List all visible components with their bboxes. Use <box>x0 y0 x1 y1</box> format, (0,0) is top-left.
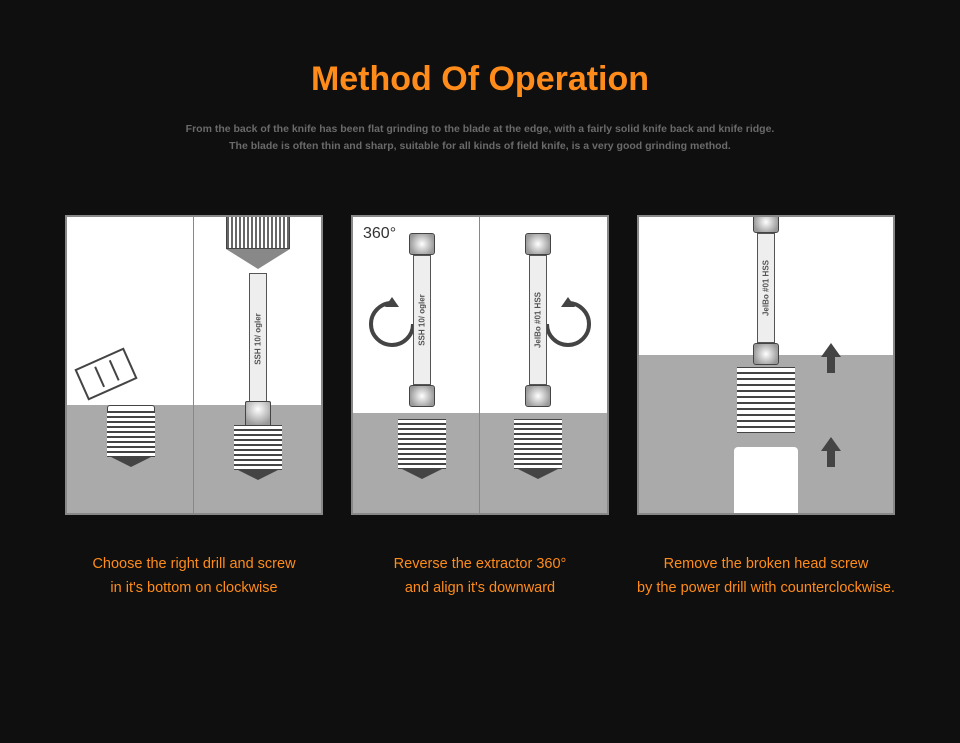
step-2-caption-line1: Reverse the extractor 360° <box>394 556 567 572</box>
drill-tip-icon <box>245 401 271 427</box>
shaft-marking-l: SSH 10/ ogler <box>417 294 426 346</box>
step-3-caption-line1: Remove the broken head screw <box>664 556 869 572</box>
step-3-diagram: JelBo #01 HSS <box>637 215 895 515</box>
page-container: Method Of Operation From the back of the… <box>0 0 960 600</box>
drill-chuck-icon <box>226 215 290 281</box>
step-3-caption: Remove the broken head screw by the powe… <box>637 553 895 601</box>
rotate-cw-arrow-icon <box>541 297 595 351</box>
up-arrow-icon <box>821 343 841 373</box>
shaft-marking: SSH 10/ ogler <box>253 313 262 365</box>
up-arrow-icon <box>821 437 841 467</box>
screw-in-material-right <box>514 419 562 499</box>
step-1-caption-line2: in it's bottom on clockwise <box>110 580 277 596</box>
step-1-panel: SSH 10/ ogler Choose the right drill and… <box>65 215 323 601</box>
extractor-bit-left: SSH 10/ ogler <box>413 233 431 407</box>
damaged-screw-right <box>234 425 282 495</box>
rotate-ccw-arrow-icon <box>365 297 419 351</box>
extractor-bit-right: JelBo #01 HSS <box>529 233 547 407</box>
step-3-caption-line2: by the power drill with counterclockwise… <box>637 580 895 596</box>
screw-head-discarded-icon <box>74 347 137 400</box>
step-2-caption-line2: and align it's downward <box>405 580 555 596</box>
shaft-marking-p3: JelBo #01 HSS <box>762 260 771 316</box>
step-2-panel: 360° SSH 10/ ogler JelBo #01 HSS <box>351 215 609 601</box>
step-1-diagram: SSH 10/ ogler <box>65 215 323 515</box>
screw-in-material-left <box>398 419 446 499</box>
page-title: Method Of Operation <box>0 60 960 99</box>
panels-row: SSH 10/ ogler Choose the right drill and… <box>0 215 960 601</box>
p1-right-half: SSH 10/ ogler <box>194 217 321 513</box>
step-2-caption: Reverse the extractor 360° and align it'… <box>394 553 567 601</box>
subtitle: From the back of the knife has been flat… <box>0 121 960 155</box>
extractor-bit: JelBo #01 HSS <box>757 215 775 365</box>
step-2-diagram: 360° SSH 10/ ogler JelBo #01 HSS <box>351 215 609 515</box>
damaged-screw-left <box>107 405 155 477</box>
rotation-360-label: 360° <box>363 225 396 243</box>
extractor-shaft: SSH 10/ ogler <box>249 273 267 405</box>
step-3-panel: JelBo #01 HSS Remove the broken head <box>637 215 895 601</box>
step-1-caption: Choose the right drill and screw in it's… <box>92 553 295 601</box>
subtitle-line-2: The blade is often thin and sharp, suita… <box>100 138 860 155</box>
subtitle-line-1: From the back of the knife has been flat… <box>100 121 860 138</box>
p1-divider <box>67 217 194 513</box>
extraction-hole <box>734 447 798 513</box>
screw-being-extracted <box>737 367 795 433</box>
shaft-marking-r: JelBo #01 HSS <box>534 292 543 348</box>
step-1-caption-line1: Choose the right drill and screw <box>92 556 295 572</box>
